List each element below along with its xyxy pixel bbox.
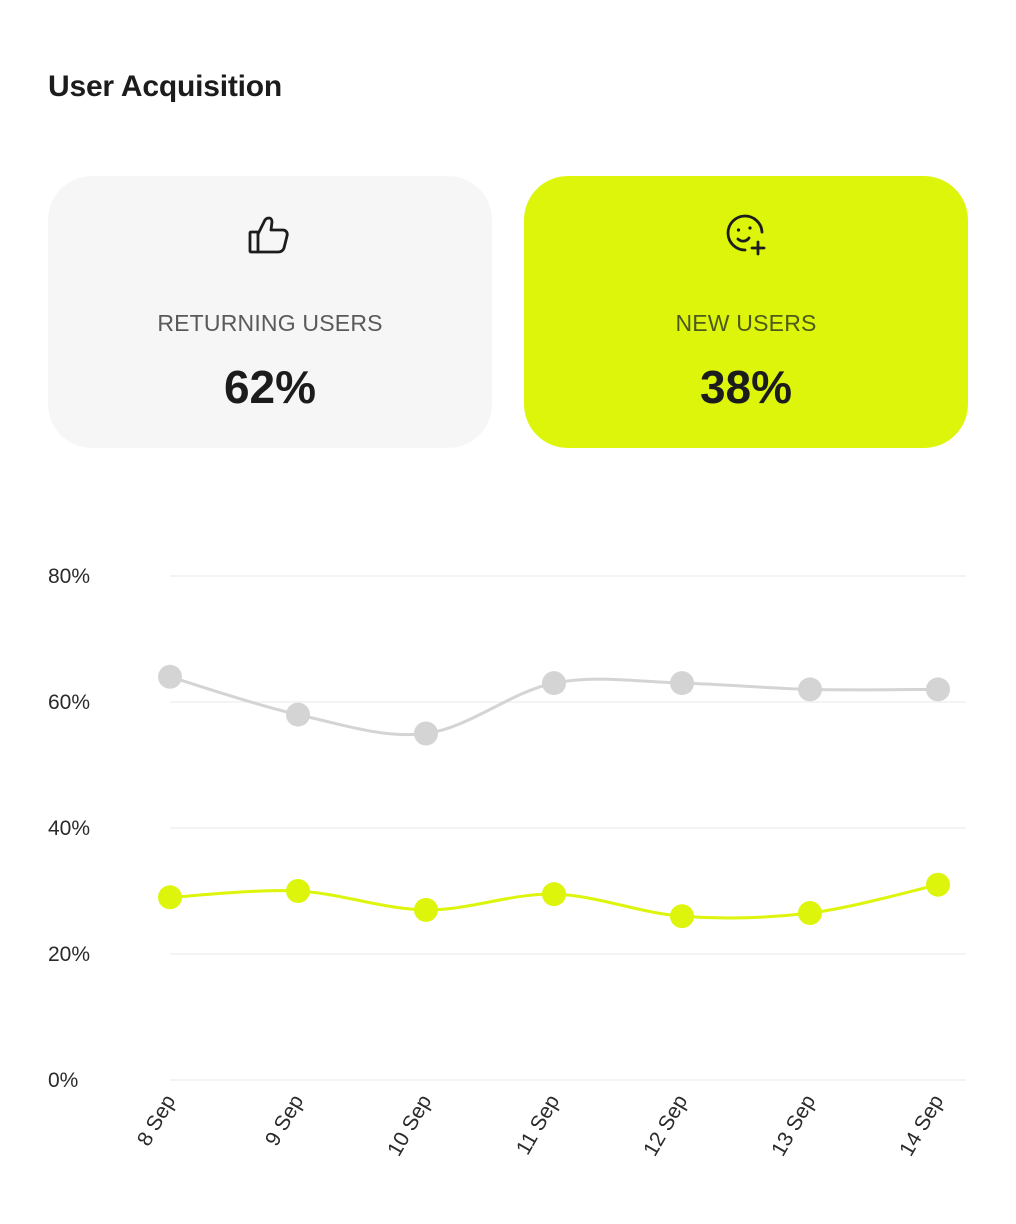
x-tick-label: 11 Sep	[512, 1091, 564, 1159]
smiley-plus-icon	[721, 210, 771, 260]
y-tick-label: 20%	[48, 943, 90, 966]
returning-users-data-point	[158, 664, 182, 689]
returning-users-data-point	[670, 671, 694, 696]
new-users-data-point	[158, 885, 182, 910]
new-users-data-point	[542, 882, 566, 907]
returning-users-data-point	[798, 677, 822, 702]
y-tick-label: 60%	[48, 691, 90, 714]
returning-users-data-point	[286, 702, 310, 727]
y-tick-label: 80%	[48, 565, 90, 588]
new-users-label: NEW USERS	[675, 310, 817, 336]
x-tick-label: 14 Sep	[895, 1091, 948, 1160]
page-title: User Acquisition	[48, 70, 283, 103]
new-users-data-point	[926, 872, 950, 897]
user-acquisition-chart: 0% 20% 40% 60% 80% 8 Sep 9 Sep 10 Sep 11 Sep 12 S…	[0, 540, 1016, 1224]
x-tick-label: 9 Sep	[261, 1091, 308, 1150]
returning-users-label: RETURNING USERS	[157, 310, 383, 336]
x-tick-label: 10 Sep	[383, 1091, 436, 1160]
y-tick-label: 0%	[48, 1069, 78, 1092]
returning-users-data-point	[414, 721, 438, 746]
new-users-data-point	[286, 879, 310, 903]
returning-users-data-point	[542, 671, 566, 696]
x-tick-label: 13 Sep	[767, 1091, 820, 1160]
returning-users-card: RETURNING USERS 62%	[48, 176, 492, 448]
new-users-card: NEW USERS 38%	[524, 176, 968, 448]
line-chart-svg: 0% 20% 40% 60% 80% 8 Sep 9 Sep 10 Sep 11 Sep 12 S…	[48, 565, 966, 1160]
new-users-data-point	[798, 901, 822, 926]
new-users-value: 38%	[699, 361, 793, 413]
returning-users-value: 62%	[223, 361, 317, 413]
y-tick-label: 40%	[48, 817, 90, 840]
x-tick-label: 12 Sep	[639, 1091, 692, 1160]
thumbs-up-icon	[245, 210, 295, 260]
new-users-data-point	[670, 904, 694, 929]
x-tick-label: 8 Sep	[133, 1091, 180, 1150]
new-users-data-point	[414, 897, 438, 922]
returning-users-data-point	[926, 677, 950, 702]
